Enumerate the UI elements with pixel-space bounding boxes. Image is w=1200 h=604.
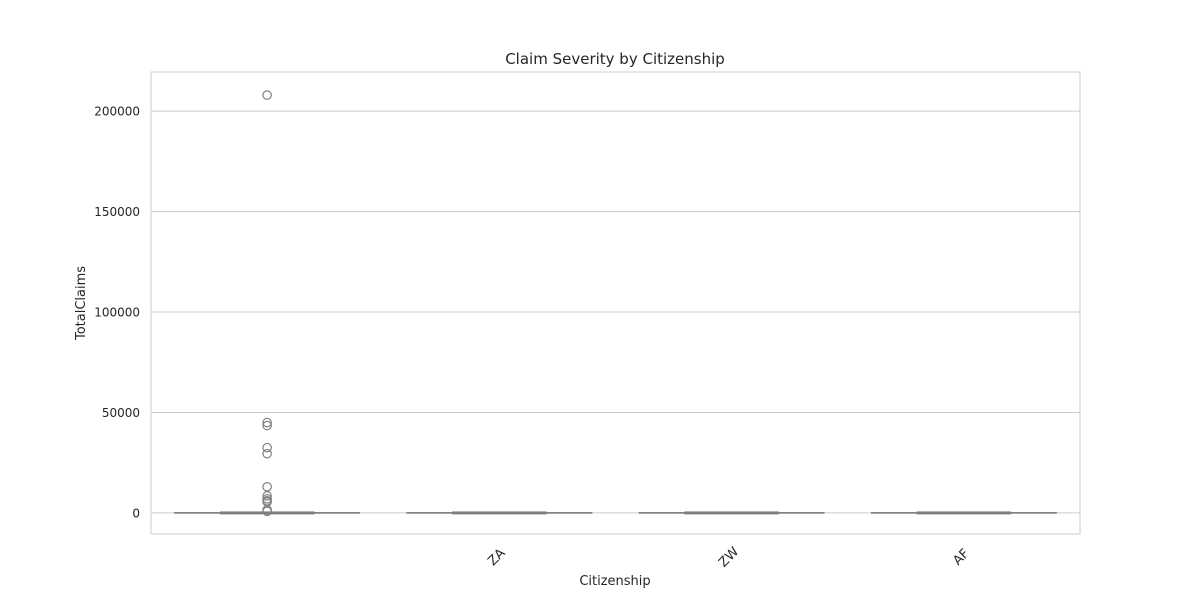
box-group xyxy=(174,90,361,517)
box-group xyxy=(638,511,825,515)
outlier-point xyxy=(262,417,272,428)
outlier-point xyxy=(262,90,272,100)
y-tick-label: 200000 xyxy=(94,105,140,119)
x-tick-label: ZA xyxy=(485,546,508,569)
outlier-point xyxy=(262,442,272,453)
outlier-point xyxy=(262,506,272,517)
x-axis-label: Citizenship xyxy=(579,574,650,589)
y-tick-label: 100000 xyxy=(94,306,140,320)
y-axis-label: TotalClaims xyxy=(74,266,89,341)
y-tick-label: 50000 xyxy=(102,406,140,420)
box-layer xyxy=(174,90,1057,517)
outlier-point xyxy=(262,481,272,492)
box-group xyxy=(406,511,593,515)
outlier-point xyxy=(262,420,272,431)
chart-title: Claim Severity by Citizenship xyxy=(505,50,725,68)
box-group xyxy=(870,511,1057,515)
x-tick-label: ZW xyxy=(716,544,742,570)
outlier-point xyxy=(262,448,272,459)
y-tick-label: 0 xyxy=(132,506,140,520)
y-tick-labels: 0 50000 100000 150000 200000 xyxy=(94,105,140,521)
x-tick-label: AF xyxy=(950,546,972,568)
grid-layer xyxy=(151,110,1080,514)
outlier-point xyxy=(262,491,272,501)
x-tick-labels: ZA ZW AF xyxy=(485,544,972,570)
y-tick-label: 150000 xyxy=(94,205,140,219)
plot-frame xyxy=(150,71,1081,535)
